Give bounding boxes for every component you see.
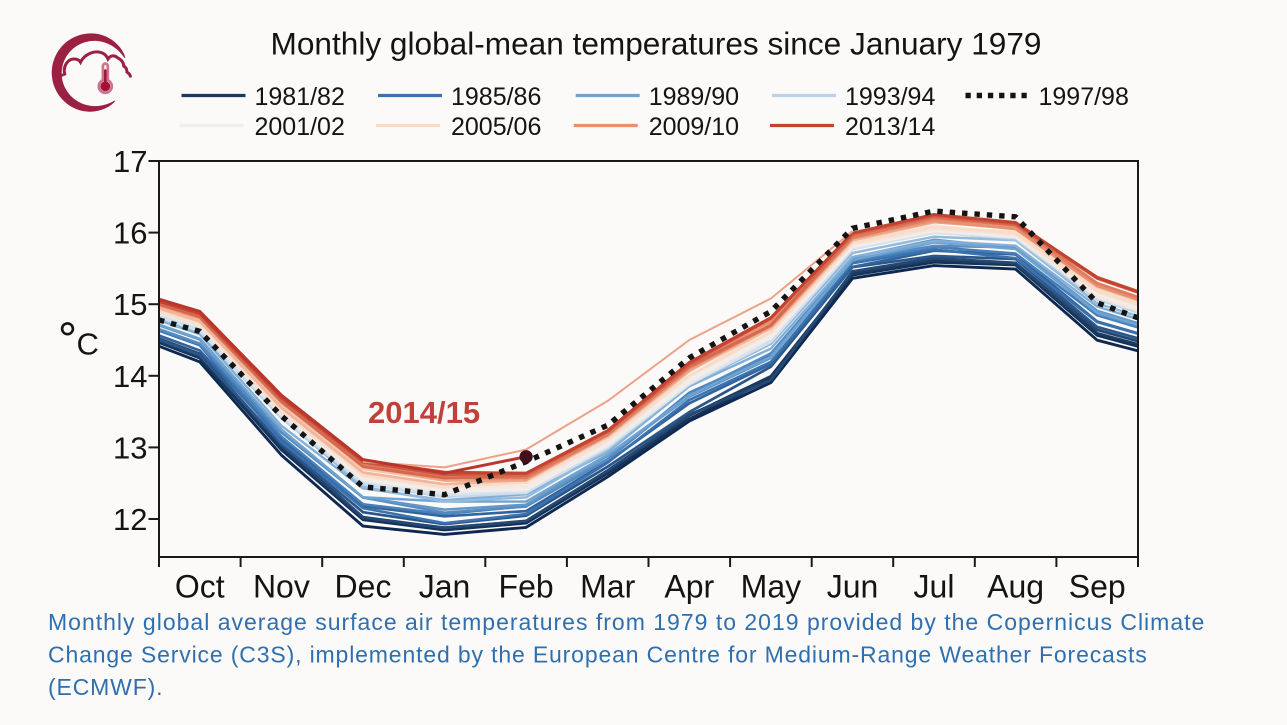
svg-text:Change Service (C3S), implemen: Change Service (C3S), implemented by the…: [48, 642, 1148, 668]
svg-text:1997/98: 1997/98: [1039, 83, 1129, 111]
svg-text:13: 13: [113, 430, 147, 465]
svg-text:15: 15: [113, 287, 147, 322]
svg-text:17: 17: [113, 144, 147, 179]
svg-text:Jun: Jun: [827, 569, 879, 605]
svg-text:1981/82: 1981/82: [255, 83, 345, 111]
svg-text:Monthly global-mean temperatur: Monthly global-mean temperatures since J…: [271, 26, 1042, 62]
svg-text:1993/94: 1993/94: [845, 83, 935, 111]
svg-text:2013/14: 2013/14: [845, 113, 935, 141]
svg-text:Monthly global average surface: Monthly global average surface air tempe…: [48, 609, 1205, 635]
svg-text:Aug: Aug: [987, 569, 1044, 605]
svg-text:Feb: Feb: [499, 569, 554, 605]
svg-text:Jul: Jul: [914, 569, 955, 605]
svg-text:Dec: Dec: [335, 569, 392, 605]
svg-text:1985/86: 1985/86: [451, 83, 541, 111]
svg-text:16: 16: [113, 216, 147, 251]
svg-text:Sep: Sep: [1069, 569, 1126, 605]
svg-text:Jan: Jan: [419, 569, 471, 605]
svg-text:C: C: [77, 327, 99, 362]
svg-text:2005/06: 2005/06: [451, 113, 541, 141]
svg-text:Mar: Mar: [580, 569, 635, 605]
svg-text:Oct: Oct: [175, 569, 225, 605]
svg-text:12: 12: [113, 502, 147, 537]
svg-text:1989/90: 1989/90: [649, 83, 739, 111]
svg-text:14: 14: [113, 359, 147, 394]
svg-text:(ECMWF).: (ECMWF).: [48, 674, 163, 700]
svg-text:2014/15: 2014/15: [368, 395, 480, 430]
svg-text:Apr: Apr: [664, 569, 714, 605]
svg-text:2009/10: 2009/10: [649, 113, 739, 141]
svg-text:2001/02: 2001/02: [255, 113, 345, 141]
svg-text:May: May: [741, 569, 801, 605]
svg-text:Nov: Nov: [253, 569, 310, 605]
